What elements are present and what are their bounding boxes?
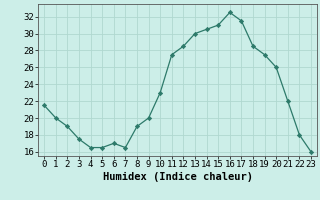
X-axis label: Humidex (Indice chaleur): Humidex (Indice chaleur) [103,172,252,182]
